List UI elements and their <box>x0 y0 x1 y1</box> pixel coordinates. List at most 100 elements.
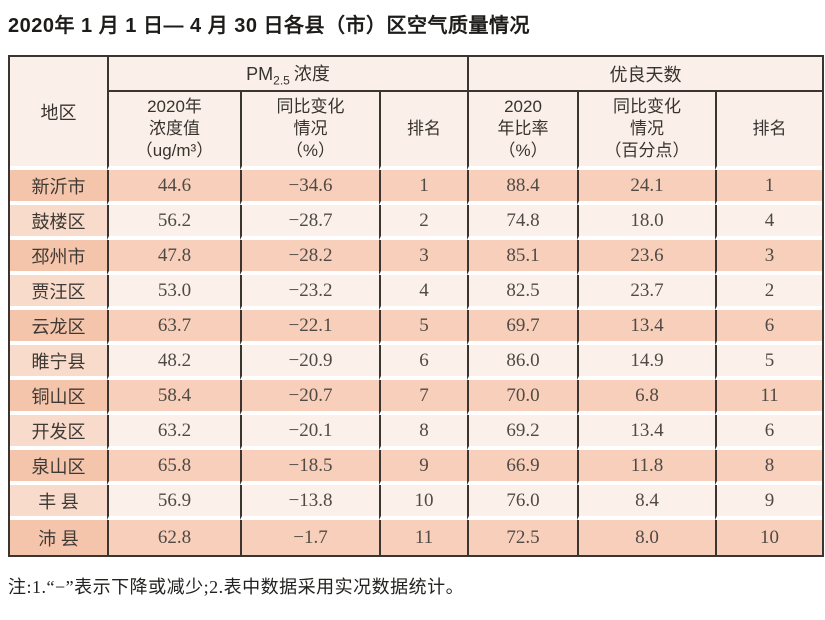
ratio-rank-cell: 6 <box>715 415 823 450</box>
ratio-rank-cell: 9 <box>715 485 823 520</box>
ratio-change-cell: 13.4 <box>577 310 716 345</box>
pm-rank-cell: 4 <box>379 275 468 310</box>
ratio-rank-cell: 6 <box>715 310 823 345</box>
footnote: 注:1.“−”表示下降或减少;2.表中数据采用实况数据统计。 <box>8 577 465 597</box>
pm-rank-cell: 8 <box>379 415 468 450</box>
ratio-change-cell: 6.8 <box>577 380 716 415</box>
pm-rank-cell: 5 <box>379 310 468 345</box>
table-row: 丰 县 56.9 −13.8 10 76.0 8.4 9 <box>10 485 823 520</box>
ratio-change-cell: 8.4 <box>577 485 716 520</box>
pm-value-cell: 44.6 <box>107 170 240 205</box>
ratio-change-cell: 23.7 <box>577 275 716 310</box>
pm25-label-base: PM <box>246 63 274 84</box>
pm-rank-cell: 2 <box>379 205 468 240</box>
pm-change-cell: −23.2 <box>240 275 379 310</box>
col-header-pm-value: 2020年 浓度值 （ug/m³） <box>107 92 240 170</box>
ratio-cell: 66.9 <box>467 450 578 485</box>
ratio-change-cell: 23.6 <box>577 240 716 275</box>
region-cell: 泉山区 <box>10 450 107 485</box>
header-group-row: 地区 PM2.5 浓度 优良天数 <box>10 57 823 170</box>
ratio-cell: 70.0 <box>467 380 578 415</box>
page-title: 2020年 1 月 1 日— 4 月 30 日各县（市）区空气质量情况 <box>8 15 531 37</box>
pm-change-cell: −13.8 <box>240 485 379 520</box>
region-cell: 云龙区 <box>10 310 107 345</box>
table-row: 铜山区 58.4 −20.7 7 70.0 6.8 11 <box>10 380 823 415</box>
ratio-rank-cell: 2 <box>715 275 823 310</box>
table-body: 新沂市 44.6 −34.6 1 88.4 24.1 1 鼓楼区 56.2 −28.7 2 74.8 1… <box>10 170 823 555</box>
region-cell: 睢宁县 <box>10 345 107 380</box>
table-row: 沛 县 62.8 −1.7 11 72.5 8.0 10 <box>10 520 823 555</box>
region-cell: 鼓楼区 <box>10 205 107 240</box>
table-row: 鼓楼区 56.2 −28.7 2 74.8 18.0 4 <box>10 205 823 240</box>
air-quality-table: 地区 PM2.5 浓度 优良天数 2020年 浓度值 （ug/m³） 同比变化 情… <box>8 55 825 557</box>
pm-change-cell: −22.1 <box>240 310 379 345</box>
pm-value-cell: 56.2 <box>107 205 240 240</box>
table-row: 邳州市 47.8 −28.2 3 85.1 23.6 3 <box>10 240 823 275</box>
ratio-change-cell: 18.0 <box>577 205 716 240</box>
table-header: 地区 PM2.5 浓度 优良天数 2020年 浓度值 （ug/m³） 同比变化 情… <box>10 57 823 170</box>
region-cell: 邳州市 <box>10 240 107 275</box>
ratio-change-cell: 14.9 <box>577 345 716 380</box>
ratio-rank-cell: 10 <box>715 520 823 555</box>
ratio-cell: 74.8 <box>467 205 578 240</box>
ratio-cell: 82.5 <box>467 275 578 310</box>
col-header-pm-change: 同比变化 情况 （%） <box>240 92 379 170</box>
pm-rank-cell: 9 <box>379 450 468 485</box>
pm-value-cell: 47.8 <box>107 240 240 275</box>
pm-rank-cell: 3 <box>379 240 468 275</box>
table-row: 开发区 63.2 −20.1 8 69.2 13.4 6 <box>10 415 823 450</box>
ratio-change-cell: 24.1 <box>577 170 716 205</box>
pm-rank-cell: 7 <box>379 380 468 415</box>
pm-change-cell: −28.7 <box>240 205 379 240</box>
ratio-cell: 85.1 <box>467 240 578 275</box>
ratio-change-cell: 13.4 <box>577 415 716 450</box>
pm-change-cell: −20.9 <box>240 345 379 380</box>
pm-rank-cell: 1 <box>379 170 468 205</box>
col-group-pm25: PM2.5 浓度 <box>107 57 468 92</box>
col-header-pm-rank: 排名 <box>379 92 468 170</box>
ratio-cell: 76.0 <box>467 485 578 520</box>
pm-change-cell: −1.7 <box>240 520 379 555</box>
pm-value-cell: 53.0 <box>107 275 240 310</box>
ratio-rank-cell: 4 <box>715 205 823 240</box>
pm-value-cell: 63.7 <box>107 310 240 345</box>
page: 2020年 1 月 1 日— 4 月 30 日各县（市）区空气质量情况 地区 P… <box>8 15 825 597</box>
col-header-ratio-rank: 排名 <box>715 92 823 170</box>
pm-value-cell: 58.4 <box>107 380 240 415</box>
ratio-change-cell: 11.8 <box>577 450 716 485</box>
pm-rank-cell: 11 <box>379 520 468 555</box>
pm-change-cell: −28.2 <box>240 240 379 275</box>
pm-change-cell: −20.1 <box>240 415 379 450</box>
region-cell: 新沂市 <box>10 170 107 205</box>
table-row: 云龙区 63.7 −22.1 5 69.7 13.4 6 <box>10 310 823 345</box>
pm-value-cell: 63.2 <box>107 415 240 450</box>
table-row: 泉山区 65.8 −18.5 9 66.9 11.8 8 <box>10 450 823 485</box>
pm-value-cell: 62.8 <box>107 520 240 555</box>
region-cell: 开发区 <box>10 415 107 450</box>
pm-value-cell: 48.2 <box>107 345 240 380</box>
pm-rank-cell: 6 <box>379 345 468 380</box>
col-group-good-days: 优良天数 <box>467 57 823 92</box>
pm-change-cell: −20.7 <box>240 380 379 415</box>
pm-change-cell: −34.6 <box>240 170 379 205</box>
table-row: 新沂市 44.6 −34.6 1 88.4 24.1 1 <box>10 170 823 205</box>
col-header-region: 地区 <box>10 57 107 170</box>
ratio-cell: 88.4 <box>467 170 578 205</box>
pm-change-cell: −18.5 <box>240 450 379 485</box>
table-row: 睢宁县 48.2 −20.9 6 86.0 14.9 5 <box>10 345 823 380</box>
ratio-change-cell: 8.0 <box>577 520 716 555</box>
ratio-rank-cell: 5 <box>715 345 823 380</box>
region-cell: 贾汪区 <box>10 275 107 310</box>
region-cell: 铜山区 <box>10 380 107 415</box>
ratio-rank-cell: 11 <box>715 380 823 415</box>
region-cell: 丰 县 <box>10 485 107 520</box>
header-sub-row: 2020年 浓度值 （ug/m³） 同比变化 情况 （%） 排名 2020 年比… <box>10 92 823 170</box>
ratio-cell: 69.2 <box>467 415 578 450</box>
pm-rank-cell: 10 <box>379 485 468 520</box>
pm25-label-subscript: 2.5 <box>273 73 290 88</box>
pm-value-cell: 56.9 <box>107 485 240 520</box>
pm25-label-rest: 浓度 <box>293 63 330 84</box>
ratio-cell: 72.5 <box>467 520 578 555</box>
pm-value-cell: 65.8 <box>107 450 240 485</box>
col-header-ratio-change: 同比变化 情况 （百分点） <box>577 92 716 170</box>
